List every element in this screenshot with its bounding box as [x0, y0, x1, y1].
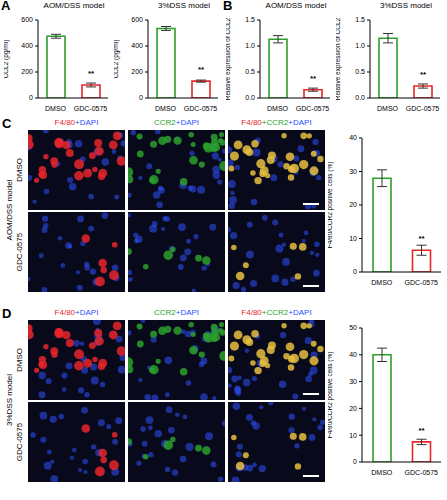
svg-text:1.0: 1.0 [355, 42, 365, 49]
svg-text:40: 40 [349, 351, 357, 358]
svg-text:0: 0 [353, 458, 357, 465]
svg-text:GDC-0575: GDC-0575 [405, 469, 439, 476]
svg-text:40: 40 [349, 134, 357, 141]
svg-text:0.0: 0.0 [245, 94, 255, 101]
svg-text:20: 20 [349, 405, 357, 412]
svg-text:DMSO: DMSO [45, 105, 67, 112]
svg-text:F4/80/CCR2 positive cells (%): F4/80/CCR2 positive cells (%) [328, 162, 334, 249]
svg-text:0: 0 [139, 94, 143, 101]
svg-text:1.5: 1.5 [355, 16, 365, 23]
svg-text:1.0: 1.0 [245, 42, 255, 49]
svg-text:CCL2 (pg/ml): CCL2 (pg/ml) [8, 40, 10, 79]
svg-text:400: 400 [131, 42, 143, 49]
svg-text:DMSO: DMSO [371, 279, 393, 286]
svg-text:DMSO: DMSO [155, 105, 177, 112]
svg-text:**: ** [420, 70, 427, 79]
svg-text:20: 20 [349, 201, 357, 208]
svg-text:30: 30 [349, 168, 357, 175]
svg-text:DMSO: DMSO [371, 469, 393, 476]
html-text:C: C [2, 116, 12, 131]
html-text:D: D [2, 306, 12, 321]
svg-text:0: 0 [353, 268, 357, 275]
html-text:F4/80 +CCR2 +DAPI: F4/80 +CCR2 +DAPI [241, 308, 312, 317]
svg-text:400: 400 [21, 42, 33, 49]
svg-text:10: 10 [349, 235, 357, 242]
html-text:CCR2 +DAPI: CCR2 +DAPI [153, 118, 200, 127]
svg-text:200: 200 [131, 68, 143, 75]
html-text:GDC-0575: GDC-0575 [14, 422, 24, 462]
svg-text:**: ** [88, 69, 95, 78]
svg-text:1.5: 1.5 [245, 16, 255, 23]
html-text:AOM/DSS model: AOM/DSS model [4, 179, 14, 241]
svg-text:**: ** [418, 426, 425, 435]
svg-text:30: 30 [349, 378, 357, 385]
svg-text:CCL2 (pg/ml): CCL2 (pg/ml) [114, 40, 120, 79]
svg-text:600: 600 [21, 16, 33, 23]
svg-text:0.0: 0.0 [355, 94, 365, 101]
svg-text:**: ** [198, 65, 205, 74]
svg-text:Relative expression of CCL2: Relative expression of CCL2 [336, 17, 342, 100]
html-text:3%DSS model: 3%DSS model [158, 1, 210, 10]
svg-text:**: ** [418, 234, 425, 243]
html-text:GDC-0575: GDC-0575 [14, 232, 24, 272]
svg-text:GDC-0575: GDC-0575 [184, 105, 218, 112]
svg-text:DMSO: DMSO [377, 105, 399, 112]
svg-text:50: 50 [349, 324, 357, 331]
svg-text:200: 200 [21, 68, 33, 75]
svg-text:0.5: 0.5 [245, 68, 255, 75]
svg-text:F4/80/CCR2 positive cells (%): F4/80/CCR2 positive cells (%) [328, 352, 334, 439]
html-text:DMSO: DMSO [14, 348, 24, 372]
html-text:F4/80 +CCR2 +DAPI: F4/80 +CCR2 +DAPI [241, 118, 312, 127]
html-text:DMSO: DMSO [14, 158, 24, 182]
html-text:3%DSS model: 3%DSS model [4, 374, 14, 426]
svg-text:Relative expression of CCL2: Relative expression of CCL2 [226, 17, 232, 100]
svg-text:10: 10 [349, 432, 357, 439]
svg-text:**: ** [310, 74, 317, 83]
html-text:F4/80 +DAPI: F4/80 +DAPI [54, 308, 99, 317]
svg-text:0: 0 [29, 94, 33, 101]
html-text:AOM/DSS model: AOM/DSS model [265, 1, 327, 10]
svg-text:DMSO: DMSO [267, 105, 289, 112]
html-text:AOM/DSS model: AOM/DSS model [43, 1, 105, 10]
svg-text:0.5: 0.5 [355, 68, 365, 75]
svg-text:GDC-0575: GDC-0575 [296, 105, 330, 112]
svg-text:600: 600 [131, 16, 143, 23]
svg-text:GDC-0575: GDC-0575 [74, 105, 108, 112]
html-text:3%DSS model: 3%DSS model [380, 1, 432, 10]
html-text:CCR2 +DAPI: CCR2 +DAPI [153, 308, 200, 317]
svg-text:GDC-0575: GDC-0575 [405, 279, 439, 286]
svg-text:GDC-0575: GDC-0575 [406, 105, 439, 112]
html-text:F4/80 +DAPI: F4/80 +DAPI [54, 118, 99, 127]
